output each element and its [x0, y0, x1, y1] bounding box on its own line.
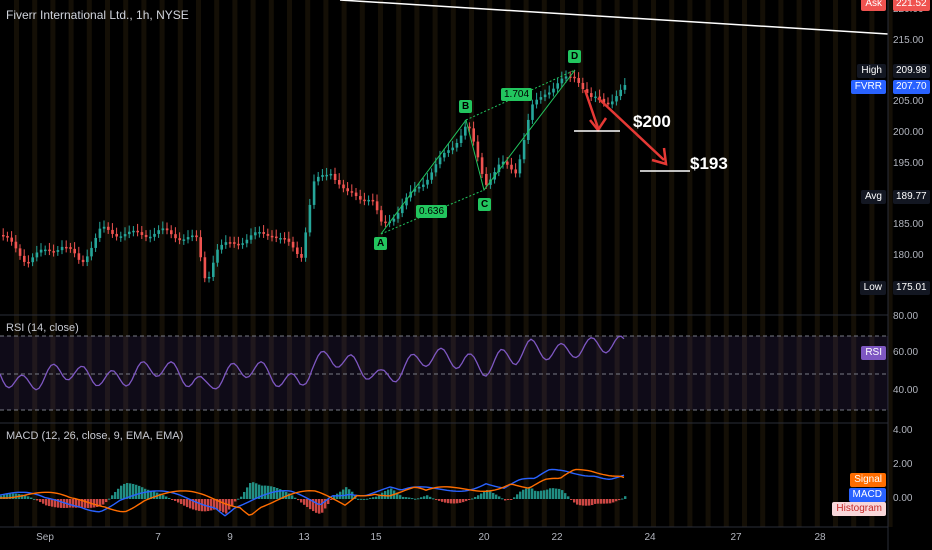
ask-tag-label: Ask — [861, 0, 886, 11]
price-tick: 215.00 — [893, 35, 924, 46]
chart-title: Fiverr International Ltd., 1h, NYSE — [6, 8, 189, 22]
histogram-tag: Histogram — [832, 502, 886, 516]
pattern-point-c: C — [478, 198, 492, 211]
price-tick: 200.00 — [893, 127, 924, 138]
time-tick: 27 — [730, 532, 742, 543]
rsi-tag: RSI — [861, 346, 886, 360]
ask-tag-value: 221.52 — [893, 0, 930, 11]
high-tag-value: 209.98 — [893, 64, 930, 78]
ratio-label-cd: 1.704 — [501, 88, 533, 101]
price-tick: 180.00 — [893, 250, 924, 261]
pattern-point-a: A — [374, 237, 388, 250]
price-tick: 195.00 — [893, 158, 924, 169]
low-tag-label: Low — [859, 281, 886, 295]
low-tag-value: 175.01 — [893, 281, 930, 295]
pattern-point-b: B — [459, 100, 473, 113]
rsi-tick: 80.00 — [893, 311, 919, 322]
macd-line — [0, 468, 625, 517]
projection-arrows — [583, 89, 668, 166]
signal-tag: Signal — [850, 473, 886, 487]
rsi-tick: 40.00 — [893, 385, 919, 396]
macd-tick: 2.00 — [893, 459, 913, 470]
fvrr-tag-label: FVRR — [850, 80, 886, 94]
time-tick: 9 — [227, 532, 233, 543]
rsi-line — [0, 335, 625, 391]
time-tick: 22 — [551, 532, 563, 543]
fvrr-tag-value: 207.70 — [893, 80, 930, 94]
time-tick: 15 — [370, 532, 382, 543]
macd-title[interactable]: MACD (12, 26, close, 9, EMA, EMA) — [6, 430, 184, 442]
time-tick: 24 — [644, 532, 656, 543]
trend-line — [339, 0, 889, 35]
rsi-title[interactable]: RSI (14, close) — [6, 322, 79, 334]
candlestick-series — [2, 69, 627, 283]
ratio-label-ab: 0.636 — [416, 205, 448, 218]
price-tick: 205.00 — [893, 96, 924, 107]
avg-tag-value: 189.77 — [893, 190, 930, 204]
target-200-label: $200 — [633, 112, 671, 131]
macd-tick: 0.00 — [893, 493, 913, 504]
time-tick: 7 — [155, 532, 161, 543]
rsi-band — [0, 336, 888, 410]
macd-tick: 4.00 — [893, 425, 913, 436]
avg-tag-label: Avg — [860, 190, 886, 204]
target-193-label: $193 — [690, 154, 728, 173]
macd-tag: MACD — [848, 488, 886, 502]
rsi-tick: 60.00 — [893, 347, 919, 358]
price-tick: 185.00 — [893, 219, 924, 230]
time-tick: Sep — [36, 532, 54, 543]
time-tick: 20 — [478, 532, 490, 543]
time-tick: 13 — [298, 532, 310, 543]
signal-line — [0, 468, 625, 516]
pattern-point-d: D — [568, 50, 582, 63]
high-tag-label: High — [857, 64, 886, 78]
session-stripes — [14, 0, 893, 527]
time-tick: 28 — [814, 532, 826, 543]
